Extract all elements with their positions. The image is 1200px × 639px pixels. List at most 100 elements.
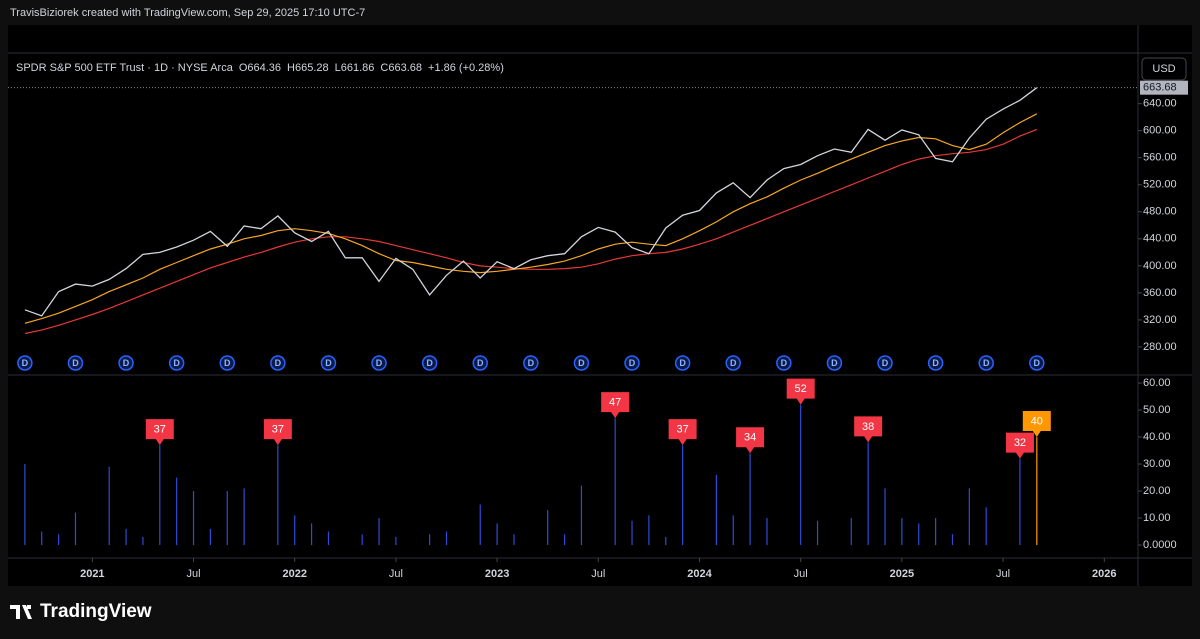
dividend-label: D [781, 358, 788, 368]
y-tick-label: 10.00 [1143, 512, 1171, 524]
last-price-box [1140, 80, 1188, 95]
flag-label: 37 [154, 424, 166, 436]
x-tick-label: Jul [591, 568, 605, 580]
dividend-marker [826, 355, 843, 371]
dividend-label: D [983, 358, 990, 368]
dividend-label: D [22, 358, 29, 368]
y-tick-label: 640.00 [1143, 98, 1177, 110]
flag-label: 37 [272, 424, 284, 436]
x-tick-label: 2023 [485, 568, 509, 580]
dividend-marker [674, 355, 691, 371]
flag [736, 427, 765, 454]
flag [668, 419, 697, 446]
y-tick-label: 320.00 [1143, 314, 1177, 326]
dividend-marker [877, 355, 893, 371]
ohlc-key: C [380, 62, 388, 74]
dividend-marker [472, 355, 488, 371]
dividend-label: D [376, 358, 383, 368]
ohlc-value: 661.86 [341, 62, 375, 74]
ohlc-key: O [239, 62, 248, 74]
flag-label: 47 [609, 397, 621, 409]
flag [786, 378, 815, 405]
dividend-marker [270, 355, 286, 371]
x-tick-label: 2021 [80, 568, 104, 580]
x-tick-label: 2026 [1092, 568, 1116, 580]
dividend-label: D [224, 358, 231, 368]
y-tick-label: 60.00 [1143, 377, 1171, 389]
dividend-marker [927, 355, 944, 371]
x-tick-label: 2025 [890, 568, 914, 580]
y-tick-label: 440.00 [1143, 233, 1177, 245]
dividend-label: D [730, 358, 737, 368]
last-price-label: 663.68 [1143, 82, 1177, 94]
dividend-label: D [477, 358, 484, 368]
x-tick-label: 2022 [282, 568, 306, 580]
dividend-label: D [932, 358, 939, 368]
ohlc-value: 664.36 [247, 62, 281, 74]
price-line [24, 113, 1038, 324]
y-tick-label: 20.00 [1143, 485, 1171, 497]
flag [854, 416, 883, 443]
y-tick-label: 280.00 [1143, 341, 1177, 353]
y-tick-label: 520.00 [1143, 179, 1177, 191]
dividend-marker [371, 355, 387, 371]
dividend-label: D [629, 358, 636, 368]
dividend-label: D [1034, 358, 1041, 368]
logo: TradingView [10, 601, 152, 622]
ohlc-value: 663.68 [388, 62, 422, 74]
credit: TravisBiziorek created with TradingView.… [10, 7, 365, 19]
dividend-label: D [173, 358, 180, 368]
dividend-marker [17, 355, 33, 371]
x-tick-label: Jul [794, 568, 808, 580]
dividend-marker [320, 355, 337, 371]
dividend-label: D [123, 358, 130, 368]
flag [1005, 432, 1034, 459]
y-tick-label: 480.00 [1143, 206, 1177, 218]
flag [145, 419, 174, 446]
legend: SPDR S&P 500 ETF Trust · 1D · NYSE Arca O… [16, 62, 504, 74]
dividend-marker [624, 355, 640, 371]
ohlc-value: 665.28 [295, 62, 329, 74]
currency-button[interactable] [1141, 57, 1187, 81]
logo-icon [10, 605, 32, 619]
y-tick-label: 560.00 [1143, 152, 1177, 164]
dividend-marker [573, 355, 590, 371]
price-line [24, 128, 1038, 335]
flag-label: 40 [1031, 415, 1043, 427]
y-tick-label: 40.00 [1143, 431, 1171, 443]
symbol: SPDR S&P 500 ETF Trust · 1D · NYSE Arca [16, 62, 234, 74]
x-tick-label: Jul [996, 568, 1010, 580]
dividend-label: D [426, 358, 433, 368]
change: +1.86 (+0.28%) [428, 62, 504, 74]
dividend-marker [118, 355, 134, 371]
dividend-label: D [578, 358, 585, 368]
dividend-label: D [831, 358, 838, 368]
y-tick-label: 50.00 [1143, 404, 1171, 416]
dividend-marker [67, 355, 84, 371]
dividend-marker [725, 355, 741, 371]
dividend-label: D [275, 358, 282, 368]
ohlc-key: L [335, 62, 341, 74]
ohlc-key: H [287, 62, 295, 74]
chart-area [8, 25, 1192, 586]
y-tick-label: 600.00 [1143, 125, 1177, 137]
x-tick-label: Jul [389, 568, 403, 580]
dividend-label: D [679, 358, 686, 368]
price-line [24, 87, 1038, 317]
flag-label: 32 [1014, 437, 1026, 449]
currency[interactable]: USD [1152, 63, 1175, 75]
flag [1022, 411, 1051, 438]
dividend-label: D [528, 358, 535, 368]
flag [601, 392, 630, 419]
dividend-label: D [72, 358, 79, 368]
y-tick-label: 0.0000 [1143, 539, 1177, 551]
x-tick-label: Jul [186, 568, 200, 580]
x-tick-label: 2024 [687, 568, 712, 580]
dividend-marker [1029, 355, 1045, 371]
y-tick-label: 400.00 [1143, 260, 1177, 272]
logo-text: TradingView [40, 601, 152, 622]
dividend-marker [978, 355, 994, 371]
y-tick-label: 360.00 [1143, 287, 1177, 299]
